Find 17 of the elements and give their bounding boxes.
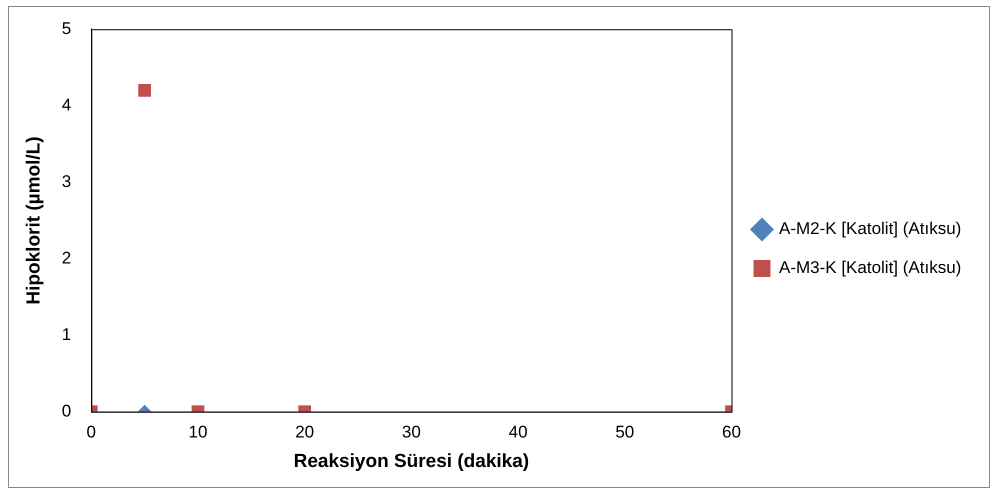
y-axis-title: Hipoklorit (µmol/L) — [24, 136, 45, 305]
y-tick-label: 0 — [62, 401, 72, 420]
x-tick-label: 20 — [295, 422, 314, 442]
x-tick-label: 40 — [508, 422, 528, 442]
legend-label: A-M2-K [Katolit] (Atıksu) — [779, 219, 962, 238]
x-tick-label: 10 — [188, 422, 208, 442]
y-tick-label: 5 — [62, 18, 72, 38]
y-tick-label: 2 — [62, 248, 72, 268]
x-tick-label: 0 — [86, 422, 96, 442]
y-tick-label: 1 — [62, 324, 72, 344]
x-tick-label: 50 — [615, 422, 634, 442]
x-tick-label: 60 — [722, 422, 741, 442]
y-tick-label: 4 — [62, 95, 72, 114]
y-tick-label: 3 — [62, 172, 72, 191]
x-tick-label: 30 — [402, 422, 421, 442]
legend-label: A-M3-K [Katolit] (Atıksu) — [779, 258, 962, 278]
x-axis-title: Reaksiyon Süresi (dakika) — [294, 450, 530, 472]
